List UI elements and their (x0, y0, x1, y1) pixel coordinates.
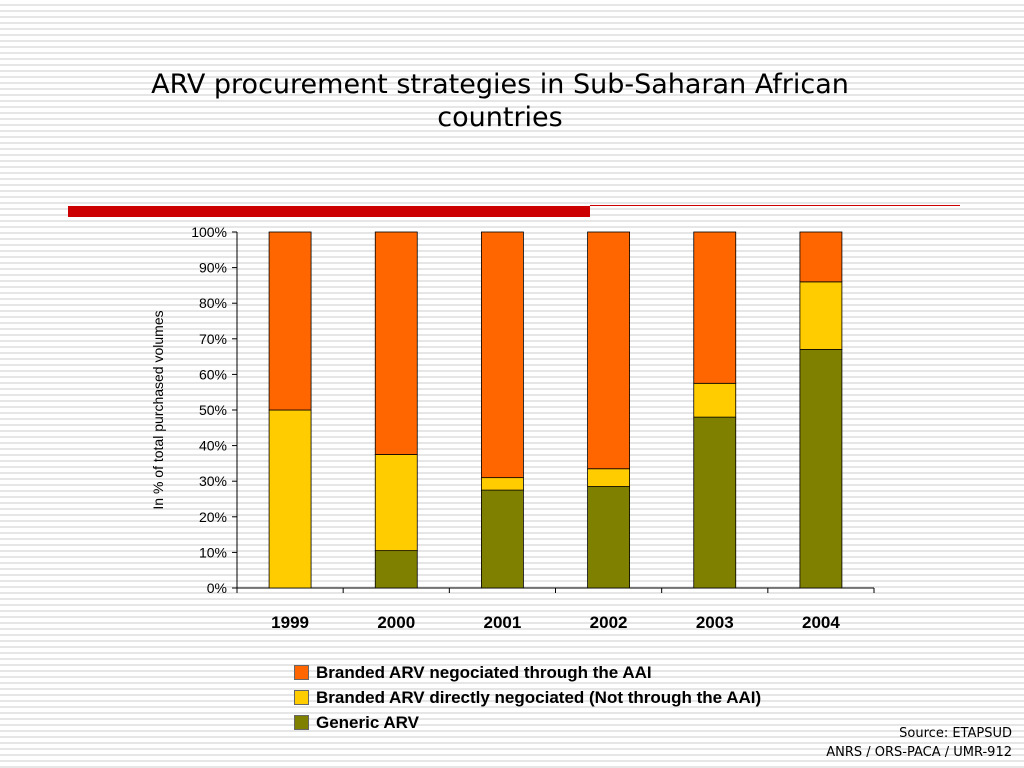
bar-segment-2001-series-1 (481, 477, 524, 491)
legend-label-branded-direct: Branded ARV directly negociated (Not thr… (316, 687, 762, 707)
source-note: Source: ETAPSUD ANRS / ORS-PACA / UMR-91… (826, 724, 1012, 762)
legend-item-branded-direct: Branded ARV directly negociated (Not thr… (294, 685, 761, 710)
legend-item-branded-aai: Branded ARV negociated through the AAI (294, 660, 761, 685)
bar-segment-2003-series-1 (693, 382, 737, 418)
y-tick-label: 0% (207, 580, 227, 596)
bar-segment-1999-series-2 (268, 231, 312, 411)
legend-label-generic: Generic ARV (316, 712, 419, 732)
legend-swatch-branded-aai (294, 665, 309, 680)
y-tick-label: 90% (199, 260, 227, 276)
bar-segment-2004-series-2 (799, 231, 843, 283)
bar-segment-2000-series-1 (374, 454, 418, 552)
bar-segment-2004-series-1 (799, 281, 843, 350)
y-tick-label: 50% (199, 402, 227, 418)
y-tick-label: 100% (191, 224, 227, 240)
y-tick-label: 80% (199, 295, 227, 311)
source-line-2: ANRS / ORS-PACA / UMR-912 (826, 745, 1012, 760)
bar-segment-2001-series-2 (481, 231, 524, 479)
source-line-1: Source: ETAPSUD (899, 726, 1012, 741)
legend-item-generic: Generic ARV (294, 710, 761, 735)
x-tick-label: 2003 (696, 613, 734, 632)
bar-segment-2001-series-0 (481, 489, 524, 589)
x-tick-label: 2002 (590, 613, 628, 632)
bar-segment-2002-series-2 (587, 231, 630, 470)
legend-swatch-generic (294, 715, 309, 730)
bar-segment-2000-series-2 (374, 231, 418, 455)
bar-segment-2004-series-0 (799, 349, 843, 589)
x-tick-label: 2001 (484, 613, 522, 632)
y-tick-label: 70% (199, 331, 227, 347)
bar-segment-2003-series-2 (693, 231, 737, 384)
bar-segment-1999-series-1 (268, 409, 312, 589)
y-axis-title: In % of total purchased volumes (150, 310, 166, 509)
legend-label-branded-aai: Branded ARV negociated through the AAI (316, 662, 652, 682)
bar-segment-2002-series-1 (587, 468, 630, 487)
page-title: ARV procurement strategies in Sub-Sahara… (151, 69, 849, 133)
bar-segment-2002-series-0 (587, 486, 630, 589)
y-tick-label: 20% (199, 509, 227, 525)
bar-segment-2000-series-0 (374, 550, 418, 589)
title-underline-thick (68, 206, 590, 217)
y-tick-label: 60% (199, 366, 227, 382)
y-tick-label: 30% (199, 473, 227, 489)
title-underline-thin (590, 205, 960, 206)
legend-swatch-branded-direct (294, 690, 309, 705)
x-tick-label: 2000 (377, 613, 415, 632)
y-tick-label: 10% (199, 544, 227, 560)
y-tick-label: 40% (199, 438, 227, 454)
x-tick-label: 1999 (271, 613, 309, 632)
x-tick-label: 2004 (802, 613, 840, 632)
bar-segment-2003-series-0 (693, 416, 737, 589)
chart-legend: Branded ARV negociated through the AAI B… (294, 660, 761, 735)
